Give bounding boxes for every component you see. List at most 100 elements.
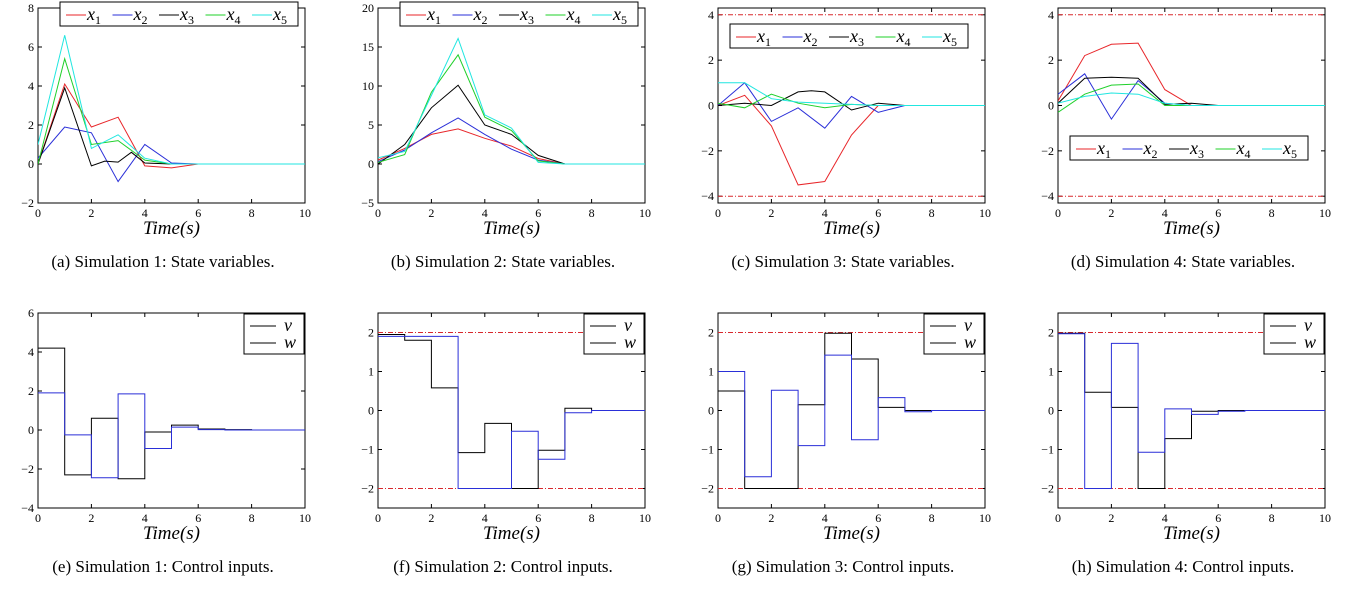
y-tick-label: −4 — [701, 189, 714, 203]
x-tick-label: 0 — [715, 206, 721, 220]
legend-box — [1069, 135, 1309, 161]
y-tick-label: 0 — [1048, 99, 1054, 113]
x-tick-label: 6 — [195, 511, 201, 525]
x-tick-label: 10 — [639, 206, 651, 220]
y-tick-label: 20 — [362, 1, 374, 15]
y-tick-label: −5 — [361, 196, 374, 210]
x-axis-label: Time(s) — [1163, 523, 1220, 544]
series-line-v — [378, 334, 645, 489]
x-tick-label: 4 — [142, 206, 148, 220]
x-tick-label: 10 — [979, 511, 991, 525]
figure-caption: (f) Simulation 2: Control inputs. — [393, 557, 613, 576]
x-tick-label: 10 — [1319, 206, 1331, 220]
legend-label: w — [1304, 332, 1316, 352]
y-tick-label: 5 — [368, 118, 374, 132]
y-tick-label: −2 — [21, 196, 34, 210]
x-axis-label: Time(s) — [143, 218, 200, 239]
x-tick-label: 4 — [482, 511, 488, 525]
y-tick-label: −4 — [21, 501, 34, 515]
plot-area — [1058, 14, 1325, 197]
x-tick-label: 10 — [1319, 511, 1331, 525]
legend: vw — [583, 313, 645, 355]
legend: vw — [1263, 313, 1325, 355]
chart-f: 0 2 4 6 8 10 −2 −1 0 1 2 Time(s) vw — [361, 312, 651, 544]
x-axis-label: Time(s) — [823, 218, 880, 239]
chart-g: 0 2 4 6 8 10 −2 −1 0 1 2 Time(s) vw — [701, 312, 991, 544]
series-line-w — [378, 335, 645, 489]
series-line-x5 — [38, 35, 305, 165]
y-tick-label: −4 — [1041, 189, 1054, 203]
x-tick-label: 2 — [768, 511, 774, 525]
y-tick-label: 0 — [708, 404, 714, 418]
y-tick-label: −2 — [361, 482, 374, 496]
y-tick-label: 0 — [28, 157, 34, 171]
y-tick-label: 2 — [1048, 53, 1054, 67]
y-tick-label: 0 — [368, 157, 374, 171]
x-tick-label: 4 — [822, 511, 828, 525]
x-tick-label: 6 — [1215, 511, 1221, 525]
legend-label: v — [964, 315, 972, 335]
y-tick-label: 6 — [28, 40, 34, 54]
x-axis-label: Time(s) — [1163, 218, 1220, 239]
x-tick-label: 2 — [88, 511, 94, 525]
legend-label: w — [284, 332, 296, 352]
y-tick-label: −2 — [21, 462, 34, 476]
legend: x1 x2 x3 x4 x5 — [399, 1, 639, 27]
y-tick-label: −2 — [701, 482, 714, 496]
y-tick-label: 4 — [1048, 8, 1054, 22]
plot-area — [718, 14, 985, 197]
series-line-w — [1058, 333, 1325, 489]
x-tick-label: 4 — [142, 511, 148, 525]
x-tick-label: 2 — [428, 511, 434, 525]
legend-label: v — [1304, 315, 1312, 335]
legend-label: v — [624, 315, 632, 335]
x-tick-label: 0 — [1055, 206, 1061, 220]
plot-area — [378, 37, 645, 165]
y-tick-label: 0 — [368, 404, 374, 418]
chart-panel-c: 0 2 4 6 8 10 −4 −2 0 2 4 Time(s) x1 x2 x3 x4 x5 (c) Simul… — [688, 0, 991, 285]
x-axis-label: Time(s) — [143, 523, 200, 544]
y-tick-label: 15 — [362, 40, 374, 54]
x-tick-label: 10 — [979, 206, 991, 220]
legend-box — [729, 23, 969, 49]
y-tick-label: 2 — [368, 326, 374, 340]
figure-caption: (b) Simulation 2: State variables. — [390, 252, 616, 271]
y-tick-label: 8 — [28, 1, 34, 15]
x-tick-label: 10 — [639, 511, 651, 525]
x-tick-label: 0 — [375, 511, 381, 525]
figure-caption: (a) Simulation 1: State variables. — [51, 252, 275, 271]
x-tick-label: 2 — [428, 206, 434, 220]
x-tick-label: 8 — [249, 511, 255, 525]
x-tick-label: 6 — [875, 206, 881, 220]
x-tick-label: 2 — [768, 206, 774, 220]
legend: x1 x2 x3 x4 x5 — [59, 1, 299, 27]
x-tick-label: 8 — [1269, 206, 1275, 220]
y-tick-label: 4 — [28, 79, 34, 93]
x-tick-label: 0 — [715, 511, 721, 525]
x-tick-label: 0 — [35, 206, 41, 220]
y-tick-label: −2 — [1041, 144, 1054, 158]
x-tick-label: 2 — [88, 206, 94, 220]
legend: vw — [243, 313, 305, 355]
y-tick-label: 10 — [362, 79, 374, 93]
series-line-w — [718, 354, 985, 478]
x-tick-label: 8 — [929, 206, 935, 220]
x-tick-label: 8 — [589, 206, 595, 220]
y-tick-label: 1 — [368, 365, 374, 379]
x-tick-label: 6 — [535, 206, 541, 220]
chart-panel-d: 0 2 4 6 8 10 −4 −2 0 2 4 Time(s) x1 x2 x3 x4 x5 (d) Simul… — [1028, 0, 1331, 285]
legend: x1 x2 x3 x4 x5 — [729, 23, 969, 49]
y-tick-label: −2 — [1041, 482, 1054, 496]
figure-caption: (e) Simulation 1: Control inputs. — [52, 557, 274, 576]
legend-box — [243, 313, 305, 355]
axes-box — [37, 7, 306, 204]
x-tick-label: 6 — [195, 206, 201, 220]
axes-box — [377, 7, 646, 204]
legend-box — [583, 313, 645, 355]
series-line-x5 — [718, 82, 985, 106]
chart-panel-g: 0 2 4 6 8 10 −2 −1 0 1 2 Time(s) v w (g) Simulation 3:… — [688, 305, 991, 590]
legend: vw — [923, 313, 985, 355]
y-tick-label: 4 — [28, 345, 34, 359]
